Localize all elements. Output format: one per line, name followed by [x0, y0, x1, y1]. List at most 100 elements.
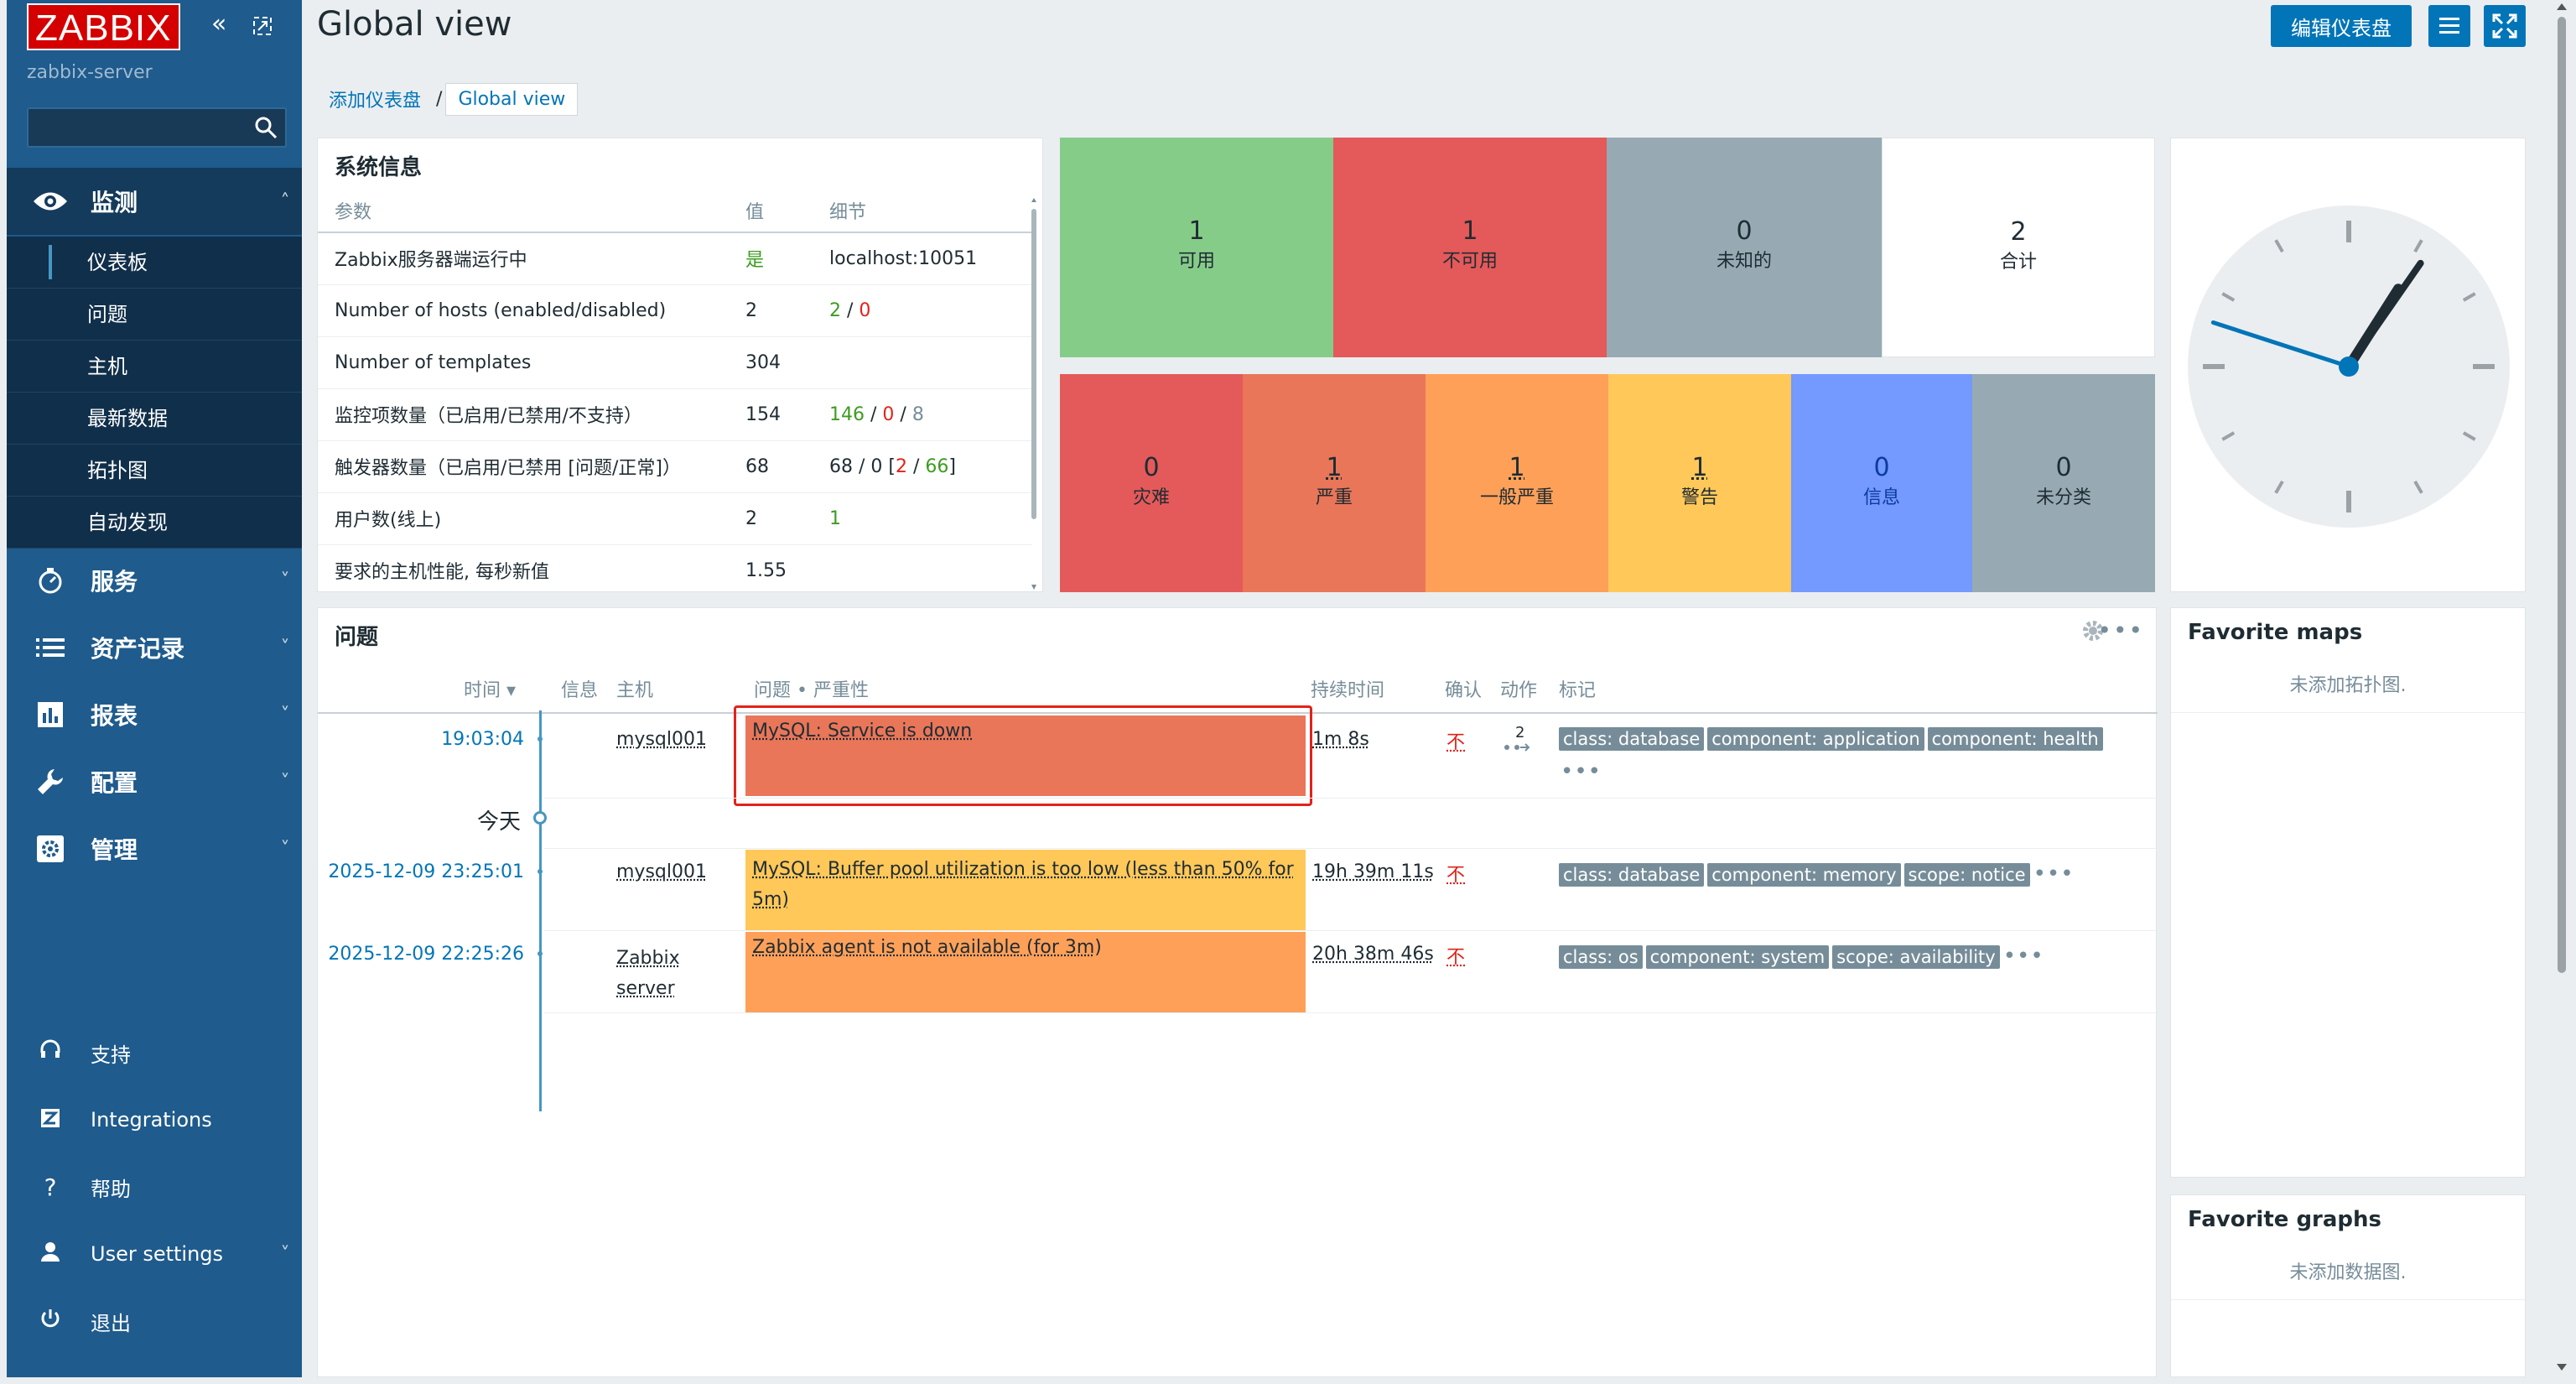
host-available-tile[interactable]: 1 可用	[1060, 138, 1333, 357]
actions-icon	[1504, 743, 1530, 752]
tag[interactable]: class: database	[1559, 863, 1705, 887]
tag[interactable]: component: application	[1707, 727, 1924, 751]
host-total-tile[interactable]: 2 合计	[1882, 138, 2155, 357]
problem-duration[interactable]: 20h 38m 46s	[1312, 944, 1434, 965]
menu-inventory[interactable]: 资产记录 ˅	[7, 614, 302, 681]
problem-severity-cell[interactable]: MySQL: Service is down	[745, 715, 1306, 796]
problem-host[interactable]: mysql001	[616, 861, 707, 882]
param-cell: 要求的主机性能, 每秒新值	[318, 544, 745, 591]
table-row: 触发器数量（已启用/已禁用 [问题/正常]） 68 68 / 0 [2 / 66…	[318, 440, 1032, 493]
host-unknown-label: 未知的	[1716, 251, 1772, 272]
menu-configuration[interactable]: 配置 ˅	[7, 748, 302, 815]
actions-count: 2	[1515, 724, 1525, 741]
tag[interactable]: scope: notice	[1903, 863, 2030, 887]
severity-warning-tile[interactable]: 1 警告	[1608, 374, 1791, 592]
tag[interactable]: component: memory	[1707, 863, 1901, 887]
problem-time[interactable]: 2025-12-09 22:25:26	[328, 944, 524, 965]
search-icon[interactable]	[253, 115, 278, 140]
collapse-sidebar-icon[interactable]: «	[211, 9, 227, 39]
details-cell: localhost:10051	[829, 232, 1032, 285]
today-label: 今天	[477, 809, 522, 835]
severity-high-count: 1	[1326, 453, 1343, 482]
widget-scrollbar[interactable]	[1031, 197, 1037, 591]
tag[interactable]: scope: availability	[1832, 945, 2000, 969]
menu-help[interactable]: ? 帮助	[7, 1158, 302, 1216]
submenu-dashboard[interactable]: 仪表板	[7, 237, 302, 289]
sidebar-search-input[interactable]	[27, 107, 287, 148]
menu-services[interactable]: 服务 ˅	[7, 547, 302, 614]
host-unknown-tile[interactable]: 0 未知的	[1607, 138, 1882, 357]
problem-host[interactable]: mysql001	[616, 729, 707, 750]
param-cell: Zabbix服务器端运行中	[318, 232, 745, 285]
disabled-count: 0	[882, 403, 895, 425]
tag[interactable]: component: health	[1927, 727, 2103, 751]
menu-integrations[interactable]: Integrations	[7, 1090, 302, 1149]
kiosk-mode-icon[interactable]	[252, 15, 273, 42]
clock-tick	[2274, 239, 2284, 253]
menu-sign-out[interactable]: 退出	[7, 1292, 302, 1350]
tag[interactable]: class: os	[1559, 945, 1643, 969]
zabbix-logo[interactable]: ZABBIX	[27, 3, 180, 50]
problem-time[interactable]: 2025-12-09 23:25:01	[328, 861, 524, 882]
submenu-latest-data[interactable]: 最新数据	[7, 393, 302, 445]
host-available-count: 1	[1188, 216, 1205, 246]
breadcrumb-parent[interactable]: 添加仪表盘	[329, 91, 422, 112]
severity-not-classified-tile[interactable]: 0 未分类	[1972, 374, 2155, 592]
breadcrumb-current[interactable]: Global view	[445, 82, 579, 116]
more-tags-icon[interactable]: •••	[2033, 861, 2075, 887]
clock-tick	[2221, 292, 2236, 302]
widget-settings-icon[interactable]	[2080, 618, 2106, 643]
problems-widget: 问题 ••• 时间 ▾ 信息 主机 问题 • 严重性 持续时间 确认 动作 标记…	[317, 607, 2158, 1377]
widget-more-icon[interactable]: •••	[2097, 617, 2144, 644]
param-cell: 监控项数量（已启用/已禁用/不支持）	[318, 388, 745, 441]
severity-info-tile[interactable]: 0 信息	[1791, 374, 1972, 592]
param-cell: Number of templates	[318, 336, 745, 389]
severity-disaster-tile[interactable]: 0 灾难	[1060, 374, 1243, 592]
problem-name[interactable]: MySQL: Service is down	[752, 721, 973, 741]
problem-host[interactable]: Zabbix server	[616, 944, 680, 1004]
menu-reports[interactable]: 报表 ˅	[7, 681, 302, 748]
details-cell: 146 / 0 / 8	[829, 388, 1032, 441]
problem-severity-cell[interactable]: Zabbix agent is not available (for 3m)	[745, 932, 1306, 1012]
edit-dashboard-button[interactable]: 编辑仪表盘	[2271, 5, 2412, 47]
problem-time[interactable]: 19:03:04	[441, 729, 524, 750]
analog-clock	[2188, 206, 2510, 528]
problem-ack[interactable]: 不	[1446, 947, 1466, 968]
problem-name[interactable]: Zabbix agent is not available (for 3m)	[752, 937, 1102, 958]
ok-count: 66	[925, 455, 949, 477]
submenu-hosts[interactable]: 主机	[7, 341, 302, 393]
dashboard-menu-button[interactable]	[2428, 5, 2470, 47]
menu-inventory-label: 资产记录	[91, 635, 185, 663]
clock-center	[2339, 356, 2359, 377]
host-unavailable-label: 不可用	[1441, 251, 1498, 272]
table-row: Number of hosts (enabled/disabled) 2 2 /…	[318, 284, 1032, 337]
menu-administration[interactable]: 管理 ˅	[7, 815, 302, 882]
actions-indicator[interactable]: 2	[1502, 724, 1535, 756]
problem-duration[interactable]: 1m 8s	[1312, 729, 1369, 750]
problem-name[interactable]: MySQL: Buffer pool utilization is too lo…	[752, 859, 1294, 910]
col-tags: 标记	[1559, 680, 1597, 701]
menu-administration-label: 管理	[91, 836, 138, 864]
problem-severity-cell[interactable]: MySQL: Buffer pool utilization is too lo…	[745, 850, 1306, 930]
tag[interactable]: class: database	[1559, 727, 1705, 751]
submenu-maps[interactable]: 拓扑图	[7, 445, 302, 497]
menu-monitoring[interactable]: 监测 ˄	[7, 168, 302, 235]
problem-ack[interactable]: 不	[1446, 732, 1466, 753]
param-cell: 触发器数量（已启用/已禁用 [问题/正常]）	[318, 440, 745, 493]
submenu-discovery[interactable]: 自动发现	[7, 497, 302, 549]
fullscreen-button[interactable]	[2484, 5, 2526, 47]
page-scrollbar[interactable]	[2553, 0, 2571, 1377]
tag[interactable]: component: system	[1645, 945, 1830, 969]
submenu-problems[interactable]: 问题	[7, 289, 302, 341]
severity-high-tile[interactable]: 1 严重	[1243, 374, 1426, 592]
col-time[interactable]: 时间 ▾	[464, 680, 517, 701]
details-cell: 68 / 0 [2 / 66]	[829, 440, 1032, 493]
more-tags-icon[interactable]: •••	[1561, 759, 1602, 784]
problem-ack[interactable]: 不	[1446, 865, 1466, 886]
severity-average-tile[interactable]: 1 一般严重	[1426, 374, 1608, 592]
host-unavailable-tile[interactable]: 1 不可用	[1333, 138, 1607, 357]
menu-support[interactable]: 支持	[7, 1023, 302, 1082]
more-tags-icon[interactable]: •••	[2002, 944, 2044, 969]
problem-duration[interactable]: 19h 39m 11s	[1312, 861, 1434, 882]
menu-user-settings[interactable]: User settings ˅	[7, 1225, 302, 1283]
